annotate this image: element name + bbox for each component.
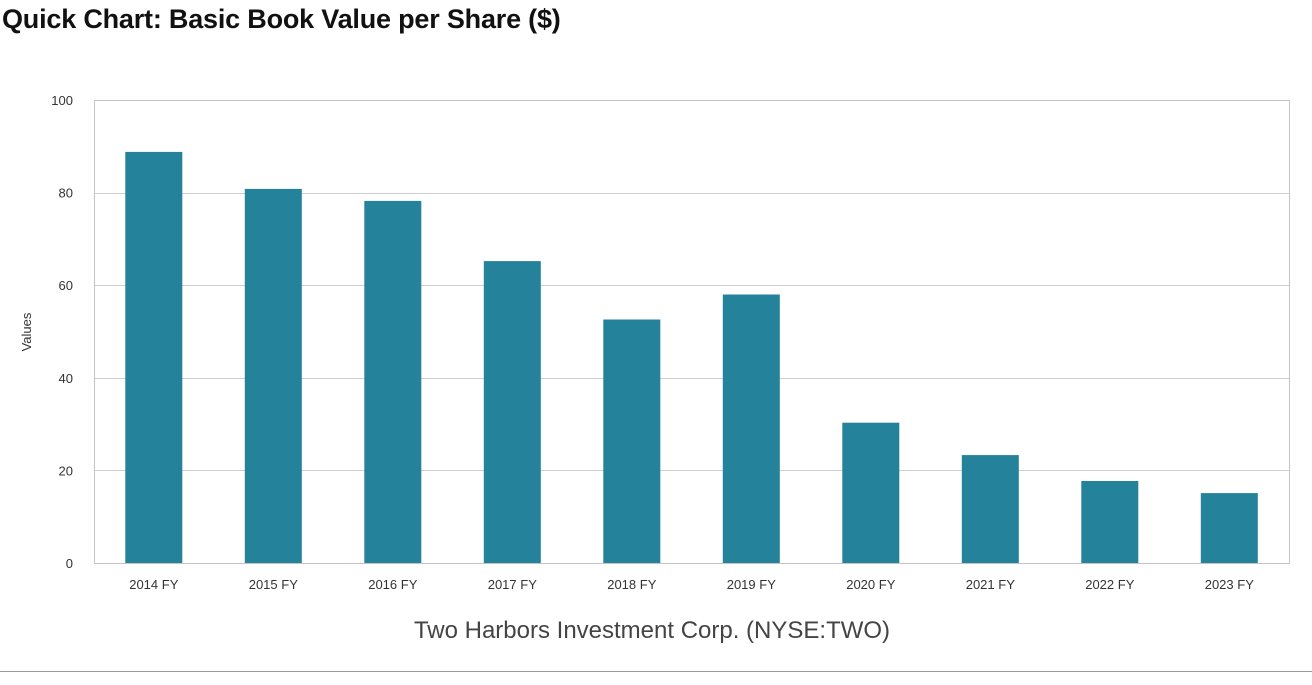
y-tick-label: 60 [59,278,73,293]
bar[interactable] [603,319,661,564]
x-tick-label: 2017 FY [488,577,537,592]
bar[interactable] [1081,481,1139,563]
x-tick-label: 2023 FY [1205,577,1254,592]
x-tick-label: 2021 FY [966,577,1015,592]
x-tick-label: 2019 FY [727,577,776,592]
x-tick-label: 2014 FY [129,577,178,592]
y-tick-label: 100 [51,93,73,108]
x-tick-label: 2015 FY [249,577,298,592]
bar[interactable] [125,151,183,563]
x-tick-label: 2022 FY [1085,577,1134,592]
plot-frame [94,100,1290,564]
bar[interactable] [842,422,900,563]
x-axis-label: Two Harbors Investment Corp. (NYSE:TWO) [414,617,890,644]
x-tick-labels: 2014 FY 2015 FY 2016 FY 2017 FY 2018 FY 2019 … [129,577,1254,592]
bars [125,151,1258,564]
bar[interactable] [244,188,302,563]
bar[interactable] [1200,493,1258,563]
x-tick-label: 2018 FY [607,577,656,592]
bar[interactable] [483,261,541,563]
bar[interactable] [722,294,780,564]
y-axis-label: Values [19,312,34,351]
bar[interactable] [961,455,1019,563]
page-title: Quick Chart: Basic Book Value per Share … [2,4,561,34]
y-tick-label: 80 [59,186,73,201]
y-tick-label: 0 [66,556,73,571]
y-tick-labels: 0 20 40 60 80 100 [51,93,73,571]
footer-divider [0,671,1312,672]
y-tick-label: 40 [59,371,73,386]
x-tick-label: 2016 FY [368,577,417,592]
y-tick-label: 20 [59,463,73,478]
bar[interactable] [364,200,422,563]
x-tick-label: 2020 FY [846,577,895,592]
